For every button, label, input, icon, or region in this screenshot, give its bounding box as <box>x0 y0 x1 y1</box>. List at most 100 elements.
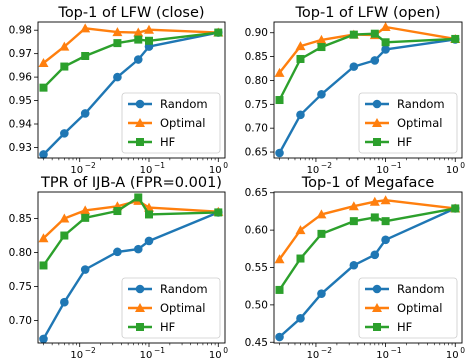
data-point <box>134 193 143 202</box>
chart-panel: Top-1 of Megaface0.450.500.550.600.6510−… <box>245 175 466 358</box>
y-tick-label: 0.75 <box>245 99 268 111</box>
legend-box <box>121 277 221 339</box>
x-tick-label: 10 <box>70 165 83 176</box>
y-tick-label: 0.97 <box>9 48 32 60</box>
y-tick-label: 0.65 <box>245 147 268 159</box>
x-tick-label: 10 <box>140 350 153 358</box>
legend-swatch-marker <box>372 284 382 294</box>
legend-label: Random <box>160 282 208 296</box>
data-point <box>143 24 154 34</box>
legend-swatch-marker <box>373 323 381 331</box>
series-line-optimal <box>42 199 219 240</box>
chart-panel: Top-1 of LFW (close) 0.93 0.94 0.95 0.96 0.97… <box>9 5 229 176</box>
data-point <box>80 23 91 33</box>
chart-title: Top-1 of LFW (close) <box>57 5 204 21</box>
x-tick-exponent: −2 <box>85 161 96 170</box>
data-point <box>38 233 49 243</box>
y-tick-label: 0.80 <box>245 75 268 87</box>
x-tick-label: 10 <box>209 350 222 358</box>
legend: Random Optimal HF <box>121 92 221 154</box>
data-point <box>295 41 306 51</box>
legend-box <box>358 92 458 154</box>
legend-label: HF <box>160 320 175 334</box>
data-point <box>296 54 305 63</box>
y-tick-label: 0.95 <box>9 95 32 107</box>
y-tick-label: 0.75 <box>9 281 32 293</box>
plot-area-frame <box>37 191 226 344</box>
data-point <box>274 254 285 264</box>
x-tick-exponent: 0 <box>460 161 465 170</box>
legend-label: Random <box>397 282 445 296</box>
series-line-hf <box>42 196 219 267</box>
data-point <box>317 289 326 298</box>
data-point <box>38 58 49 68</box>
data-point <box>275 148 284 158</box>
y-tick-label: 0.90 <box>245 27 268 39</box>
legend-swatch-marker <box>135 303 145 312</box>
data-point <box>275 332 284 342</box>
chart-title: Top-1 of LFW (open) <box>295 5 441 21</box>
x-tick-exponent: −2 <box>321 161 332 170</box>
data-point <box>275 285 284 294</box>
legend: Random Optimal HF <box>358 277 458 339</box>
data-point <box>113 207 122 216</box>
data-point <box>349 217 358 226</box>
legend-label: HF <box>397 320 412 334</box>
data-point <box>380 195 391 205</box>
legend-label: Optimal <box>160 301 206 315</box>
y-tick-label: 0.93 <box>9 142 32 154</box>
x-tick-label: 10 <box>307 350 320 358</box>
legend-swatch-marker <box>372 303 382 312</box>
data-point <box>317 229 326 238</box>
legend-swatch-marker <box>136 138 144 146</box>
data-point <box>144 236 154 246</box>
data-point <box>113 39 122 48</box>
data-point <box>296 110 305 120</box>
y-tick-label: 0.85 <box>9 213 32 225</box>
x-tick-exponent: −1 <box>154 346 165 355</box>
x-tick-label: 10 <box>446 165 459 176</box>
data-point <box>214 208 223 217</box>
data-point <box>134 35 143 44</box>
x-tick-exponent: 0 <box>223 161 228 170</box>
data-point <box>60 129 69 138</box>
data-point <box>81 52 90 60</box>
legend-swatch-marker <box>372 118 382 127</box>
x-tick-exponent: −1 <box>391 161 402 170</box>
data-point <box>381 45 390 54</box>
legend-swatch-marker <box>373 138 381 146</box>
data-point <box>59 213 70 223</box>
chart-panel: Top-1 of LFW (open) 0.65 0.70 0.75 0.80 0.85 0… <box>245 5 466 176</box>
data-point <box>59 41 70 51</box>
x-tick-label: 10 <box>446 350 459 358</box>
data-point <box>316 34 327 44</box>
legend-swatch-marker <box>135 99 145 109</box>
legend-label: Optimal <box>160 116 206 130</box>
data-point <box>133 27 144 37</box>
legend: Random Optimal HF <box>358 92 458 154</box>
data-point <box>133 55 143 64</box>
y-tick-label: 0.45 <box>245 337 268 349</box>
data-point <box>39 261 48 270</box>
data-point <box>81 213 90 222</box>
chart-title: TPR of IJB-A (FPR=0.001) <box>40 175 222 191</box>
data-point <box>349 260 359 270</box>
data-point <box>60 62 69 71</box>
y-tick-label: 0.98 <box>9 25 32 37</box>
data-point <box>275 96 284 105</box>
data-point <box>296 314 305 323</box>
legend-swatch-marker <box>135 284 145 294</box>
data-point <box>380 22 391 32</box>
data-point <box>369 196 380 206</box>
chart-panel: TPR of IJB-A (FPR=0.001) 0.70 0.75 0.80 0.85… <box>9 175 229 358</box>
series-line-optimal <box>42 27 219 64</box>
data-point <box>316 209 327 219</box>
x-tick-exponent: −1 <box>154 161 165 170</box>
x-tick-label: 10 <box>70 350 83 358</box>
data-point <box>39 334 48 344</box>
x-tick-label: 10 <box>376 350 389 358</box>
chart-title: Top-1 of Megaface <box>301 175 435 191</box>
data-point <box>295 225 306 235</box>
data-point <box>317 43 326 52</box>
